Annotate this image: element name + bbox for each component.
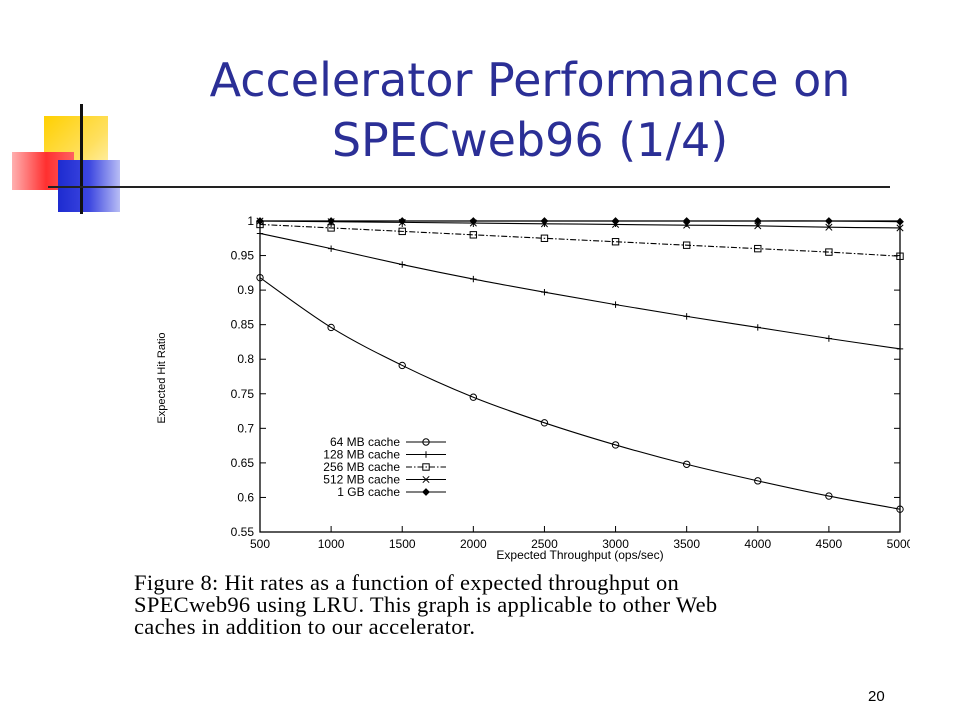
data-point	[540, 217, 549, 225]
data-point	[611, 217, 620, 225]
x-tick-label: 2500	[531, 537, 558, 551]
y-axis-label: Expected Hit Ratio	[156, 332, 168, 423]
legend-label: 1 GB cache	[337, 485, 400, 499]
data-point	[256, 217, 264, 225]
data-point	[754, 324, 761, 331]
data-point	[824, 217, 833, 225]
x-tick-label: 1000	[318, 537, 345, 551]
data-point	[683, 221, 691, 229]
data-point	[540, 234, 549, 242]
y-tick-label: 1	[247, 214, 254, 228]
y-tick-label: 0.95	[231, 249, 255, 263]
data-point	[422, 438, 430, 446]
x-tick-label: 3000	[602, 537, 629, 551]
x-tick-label: 4500	[816, 537, 843, 551]
series-line	[260, 220, 901, 223]
caption-line-1: Figure 8: Hit rates as a function of exp…	[134, 570, 680, 595]
data-point	[398, 227, 406, 236]
x-tick-label: 4000	[744, 537, 771, 551]
title-line-2: SPECweb96 (1/4)	[331, 113, 729, 167]
y-tick-label: 0.7	[237, 421, 254, 435]
data-point	[682, 241, 691, 249]
data-point	[469, 231, 478, 239]
data-point	[470, 275, 477, 283]
data-point	[398, 217, 407, 225]
y-tick-label: 0.65	[231, 456, 255, 470]
x-tick-label: 1500	[389, 537, 416, 551]
series-line	[259, 223, 901, 257]
data-point	[753, 217, 762, 225]
legend-label: 128 MB cache	[323, 448, 400, 462]
figure-caption: Figure 8: Hit rates as a function of exp…	[134, 570, 954, 639]
data-point	[682, 217, 691, 225]
decor-vertical-line	[80, 104, 83, 214]
data-point	[682, 460, 691, 468]
data-point	[422, 463, 430, 471]
data-point	[422, 451, 430, 458]
data-point	[825, 492, 833, 500]
data-point	[469, 217, 478, 225]
y-tick-label: 0.8	[237, 352, 254, 366]
data-point	[896, 217, 904, 226]
title-underline	[48, 186, 890, 188]
title-line-1: Accelerator Performance on	[209, 53, 851, 107]
series-line	[259, 232, 901, 350]
data-point	[611, 238, 620, 246]
data-point	[896, 252, 904, 260]
page-number: 20	[868, 688, 885, 705]
legend-label: 512 MB cache	[323, 473, 400, 487]
legend-label: 256 MB cache	[323, 460, 400, 474]
data-point	[896, 224, 904, 232]
data-point	[754, 477, 762, 485]
x-tick-label: 3500	[673, 537, 700, 551]
data-point	[541, 288, 548, 296]
data-point	[422, 488, 430, 496]
data-point	[399, 261, 406, 268]
series-1-gb-cache	[256, 217, 904, 226]
data-point	[327, 217, 336, 225]
data-point	[896, 345, 904, 353]
data-point	[612, 301, 619, 308]
data-point	[825, 248, 833, 256]
data-point	[469, 393, 478, 401]
x-axis-label: Expected Throughput (ops/sec)	[496, 548, 663, 562]
y-tick-label: 0.55	[231, 525, 255, 539]
data-point	[256, 230, 264, 237]
chart-series	[256, 217, 904, 513]
data-point	[540, 419, 549, 427]
series-line	[259, 220, 901, 229]
x-tick-label: 2000	[460, 537, 487, 551]
data-point	[896, 505, 904, 513]
data-point	[611, 441, 620, 449]
y-tick-label: 0.6	[237, 490, 254, 504]
data-point	[825, 223, 833, 231]
caption-line-2: SPECweb96 using LRU. This graph is appli…	[134, 592, 718, 617]
caption-line-3: caches in addition to our accelerator.	[134, 614, 476, 639]
legend-label: 64 MB cache	[330, 435, 400, 449]
y-tick-label: 0.9	[237, 283, 254, 297]
data-point	[825, 335, 833, 342]
data-point	[754, 244, 762, 253]
series-line	[259, 277, 901, 510]
data-point	[422, 475, 430, 484]
data-point	[327, 323, 335, 332]
data-point	[754, 222, 762, 230]
data-point	[398, 361, 406, 370]
y-tick-label: 0.85	[231, 318, 255, 332]
data-point	[327, 245, 335, 252]
data-point	[683, 313, 690, 320]
data-point	[256, 273, 264, 282]
series-64-mb-cache	[256, 273, 904, 513]
series-128-mb-cache	[256, 230, 904, 353]
slide-title: Accelerator Performance on SPECweb96 (1/…	[130, 50, 930, 170]
x-tick-label: 500	[250, 537, 270, 551]
y-tick-label: 0.75	[231, 387, 255, 401]
